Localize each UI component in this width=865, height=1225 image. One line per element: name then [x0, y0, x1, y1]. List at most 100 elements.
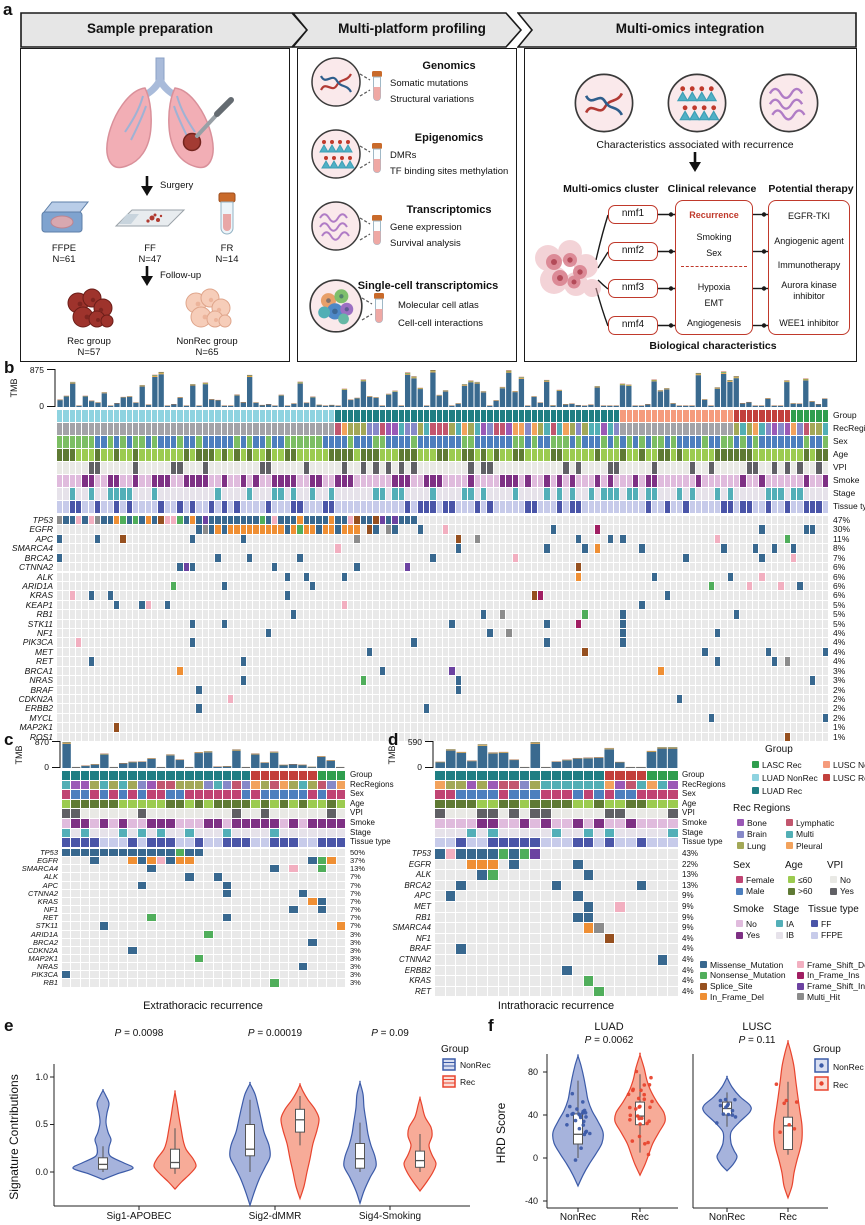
- legend-label-No: No: [840, 874, 851, 885]
- section-title-sample-preparation: Sample preparation: [86, 21, 214, 36]
- tmb-bars-c: [62, 742, 345, 768]
- gene-pct-d-NF1: 4%: [682, 933, 694, 943]
- gene-pct-c-ALK: 7%: [350, 872, 361, 882]
- cluster-nmf2: nmf2: [608, 242, 658, 261]
- gene-label-d-CTNNA2: CTNNA2: [398, 955, 431, 964]
- gene-pct-b-PIK3CA: 4%: [833, 637, 846, 648]
- legend-swatch-Frame_Shift_Ins: [797, 982, 804, 990]
- track-label-b: Age: [833, 449, 849, 459]
- onco-c-gene-STK11: [62, 922, 346, 930]
- onco-b-gene-RB1: [57, 610, 829, 619]
- gene-label-b-BRAF: BRAF: [30, 684, 53, 695]
- onco-d-track-RecRegions: [435, 780, 679, 790]
- gene-pct-d-KRAS: 4%: [682, 976, 694, 986]
- onco-d-track-Smoke: [435, 819, 679, 828]
- sample-n-fr: N=14: [215, 254, 239, 265]
- cluster-nmf1: nmf1: [608, 205, 658, 224]
- gene-pct-b-RB1: 5%: [833, 609, 846, 620]
- f-xlabel-lusc-nonrec: NonRec: [708, 1212, 746, 1223]
- onco-c-track-Smoke: [62, 819, 346, 828]
- gene-label-d-ERBB2: ERBB2: [404, 965, 431, 975]
- e-ytick-1: 1.0: [35, 1072, 48, 1082]
- gene-pct-b-TP53: 47%: [833, 515, 851, 525]
- legend-label-≤60: ≤60: [798, 874, 813, 885]
- violin-nonrec: [72, 1088, 134, 1181]
- gene-label-c-APC: APC: [42, 880, 58, 890]
- gene-pct-b-CTNNA2: 6%: [833, 562, 846, 573]
- gene-label-c-TP53: TP53: [40, 848, 58, 857]
- clinical-angiogenesis: Angiogenesis: [686, 318, 742, 328]
- legend-title-Age: Age: [785, 860, 803, 871]
- gene-label-b-ROS1: ROS1: [29, 731, 53, 742]
- rec-group-name: Rec group: [67, 336, 111, 347]
- violin-rec: [403, 1096, 437, 1192]
- tmb-axis-min-c: 0: [44, 762, 49, 772]
- gene-pct-c-RET: 7%: [350, 913, 361, 923]
- gene-pct-d-TP53: 43%: [682, 849, 699, 858]
- f-ytick-40: 40: [527, 1110, 538, 1120]
- gene-pct-b-MAP2K1: 1%: [833, 722, 846, 733]
- gene-label-b-ARID1A: ARID1A: [22, 580, 53, 591]
- onco-c-gene-BRCA2: [62, 938, 346, 946]
- profiling-line: Structural variations: [390, 94, 474, 105]
- therapy-immunotherapy: Immunotherapy: [777, 260, 841, 270]
- sample-name-ff: FF: [144, 243, 156, 254]
- integration-box: [524, 48, 857, 362]
- tmb-axis-title-d: TMB: [387, 745, 397, 764]
- onco-d-gene-APC: [435, 891, 679, 901]
- legend-label-Female: Female: [746, 874, 775, 885]
- violin-nonrec: [343, 1080, 377, 1206]
- gene-pct-b-ALK: 6%: [833, 571, 846, 582]
- legend-label-Lung: Lung: [747, 840, 766, 851]
- legend-label-Nonsense_Mutation: Nonsense_Mutation: [710, 970, 786, 981]
- onco-d-track-Tissue type: [435, 838, 679, 847]
- gene-pct-c-RB1: 3%: [350, 978, 361, 988]
- gene-label-c-CDKN2A: CDKN2A: [27, 945, 58, 955]
- onco-c-gene-MAP2K1: [62, 954, 346, 963]
- gene-pct-d-APC: 9%: [682, 891, 694, 901]
- col-header-clinical: Clinical relevance: [667, 183, 757, 195]
- tumor-cluster-icon: [535, 240, 601, 297]
- track-label-c: Sex: [350, 789, 364, 799]
- gene-pct-c-NF1: 7%: [350, 905, 361, 915]
- legend-swatch-LUAD NonRec: [752, 774, 759, 781]
- onco-d-gene-RB1: [435, 912, 679, 923]
- legend-swatch-LUSC NonRec: [823, 761, 830, 768]
- onco-d-gene-RET: [435, 986, 679, 997]
- track-label-c: Smoke: [350, 818, 375, 827]
- gene-pct-b-RET: 4%: [833, 656, 846, 667]
- therapy-egfr-tki: EGFR-TKI: [788, 211, 830, 221]
- track-label-b: Sex: [833, 436, 848, 446]
- e-legend-key-nonrec-icon: [442, 1058, 456, 1071]
- integration-methylation-icon: [667, 73, 727, 133]
- legend-swatch-Splice_Site: [700, 982, 707, 990]
- gene-pct-b-ERBB2: 2%: [833, 703, 846, 714]
- gene-pct-b-BRCA2: 7%: [833, 552, 846, 563]
- legend-title-Group: Group: [765, 744, 793, 755]
- gene-label-b-CDKN2A: CDKN2A: [18, 693, 53, 704]
- tmb-axis-bracket-c: [52, 741, 61, 768]
- onco-c-track-Tissue type: [62, 838, 346, 847]
- gene-pct-c-NRAS: 3%: [350, 962, 361, 972]
- sample-n-ffpe: N=61: [52, 254, 76, 265]
- profiling-line: DMRs: [390, 150, 417, 161]
- integration-caption: Characteristics associated with recurren…: [596, 139, 794, 151]
- legend-swatch-FF: [811, 920, 818, 927]
- e-legend-title: Group: [441, 1044, 469, 1055]
- tmb-axis-max-c: 870: [34, 737, 49, 747]
- col-header-cluster: Multi-omics cluster: [563, 183, 659, 195]
- onco-d-track-Age: [435, 799, 679, 809]
- rec-group-n: N=57: [77, 347, 101, 358]
- gene-pct-b-EGFR: 30%: [833, 524, 851, 535]
- f-pvalue-lusc: P = 0.11: [738, 1035, 776, 1046]
- legend-swatch-IB: [776, 931, 783, 939]
- track-label-b: Stage: [833, 488, 856, 498]
- gene-pct-c-CTNNA2: 7%: [350, 888, 361, 898]
- onco-b-gene-KEAP1: [57, 600, 829, 610]
- gene-pct-c-ARID1A: 3%: [350, 929, 361, 939]
- cluster-nmf3: nmf3: [608, 279, 658, 298]
- gene-pct-d-MET: 9%: [682, 902, 694, 911]
- legend-swatch-In_Frame_Ins: [797, 971, 804, 979]
- legend-swatch-≤60: [788, 876, 795, 883]
- legend-swatch-Male: [736, 887, 743, 895]
